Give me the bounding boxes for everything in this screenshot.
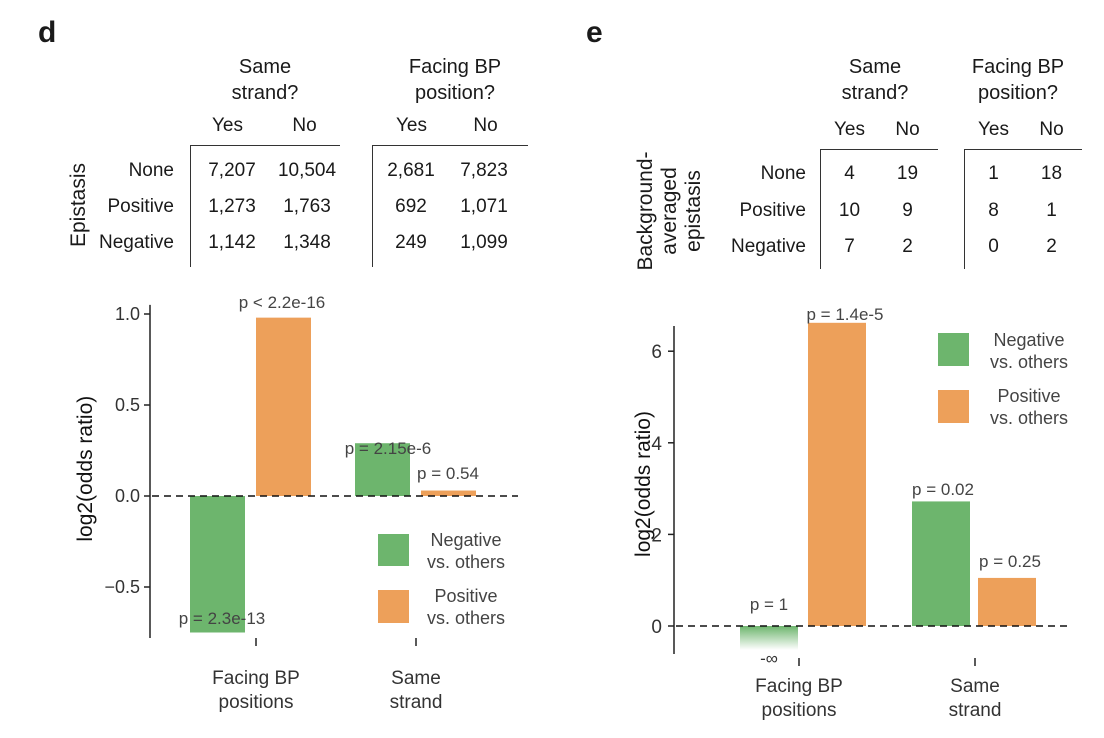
d-row-none: None bbox=[128, 160, 174, 181]
e-cell-none-no1: 19 bbox=[896, 163, 919, 184]
pvalue-label: p < 2.2e-16 bbox=[239, 293, 326, 312]
pvalue-label: p = 0.54 bbox=[417, 464, 479, 483]
e-cell-pos-no1: 9 bbox=[902, 200, 913, 221]
neg-infinity-label: -∞ bbox=[760, 649, 778, 668]
e-cell-none-yes1: 4 bbox=[844, 163, 855, 184]
y-axis-label: log2(odds ratio) bbox=[74, 396, 97, 542]
y-tick-label: 0.0 bbox=[115, 486, 140, 506]
d-table-rule-1 bbox=[190, 145, 340, 147]
e-table-divider-2 bbox=[964, 149, 966, 269]
e-cell-neg-no1: 2 bbox=[902, 236, 913, 257]
legend-label-negative: Negative vs. others bbox=[990, 330, 1068, 372]
x-tick-label: Same strand bbox=[949, 676, 1002, 721]
d-col-yes-2: Yes bbox=[396, 115, 427, 136]
d-header-facing-bp: Facing BP position? bbox=[408, 56, 502, 104]
bar-positive bbox=[256, 317, 311, 496]
pvalue-label: p = 2.3e-13 bbox=[179, 609, 266, 628]
e-background-label-2: averaged bbox=[658, 167, 681, 255]
e-col-yes-1: Yes bbox=[834, 119, 865, 140]
e-table-rule-1 bbox=[820, 149, 938, 151]
d-cell-neg-yes2: 249 bbox=[395, 232, 427, 253]
e-cell-neg-yes1: 7 bbox=[844, 236, 855, 257]
y-tick-label: −0.5 bbox=[104, 577, 140, 597]
bar-negative bbox=[190, 496, 245, 633]
e-row-positive: Positive bbox=[739, 200, 806, 221]
d-cell-none-no2: 7,823 bbox=[460, 160, 508, 181]
d-row-negative: Negative bbox=[99, 232, 174, 253]
legend-label-positive: Positive vs. others bbox=[427, 586, 505, 628]
d-cell-pos-no2: 1,071 bbox=[460, 196, 508, 217]
d-cell-pos-yes2: 692 bbox=[395, 196, 427, 217]
legend-swatch-positive bbox=[938, 390, 969, 423]
legend-label-positive: Positive vs. others bbox=[990, 386, 1068, 428]
e-header-facing-bp: Facing BP position? bbox=[971, 56, 1065, 104]
x-tick-label: Same strand bbox=[390, 668, 443, 713]
d-col-no-1: No bbox=[292, 115, 317, 136]
pvalue-label: p = 1.4e-5 bbox=[806, 305, 883, 324]
bar-positive bbox=[421, 490, 476, 496]
pvalue-label: p = 1 bbox=[750, 595, 788, 614]
x-tick-label: Facing BP positions bbox=[212, 668, 300, 713]
e-cell-pos-yes2: 8 bbox=[988, 200, 999, 221]
d-cell-pos-yes1: 1,273 bbox=[208, 196, 256, 217]
y-tick-label: 6 bbox=[651, 342, 662, 363]
e-cell-none-yes2: 1 bbox=[988, 163, 999, 184]
bar-positive bbox=[808, 322, 866, 626]
legend-label-negative: Negative vs. others bbox=[427, 530, 505, 572]
e-col-no-1: No bbox=[895, 119, 920, 140]
d-cell-none-no1: 10,504 bbox=[277, 160, 337, 181]
legend-swatch-negative bbox=[938, 333, 969, 366]
panel-d-label: d bbox=[38, 16, 57, 49]
e-background-label-1: Background- bbox=[634, 151, 657, 271]
d-cell-neg-no1: 1,348 bbox=[283, 232, 331, 253]
x-tick-label: Facing BP positions bbox=[755, 676, 843, 721]
e-cell-pos-no2: 1 bbox=[1046, 200, 1057, 221]
y-axis-label: log2(odds ratio) bbox=[632, 411, 655, 557]
e-cell-neg-yes2: 0 bbox=[988, 236, 999, 257]
d-cell-none-yes2: 2,681 bbox=[387, 160, 435, 181]
y-tick-label: 0.5 bbox=[115, 395, 140, 415]
e-col-yes-2: Yes bbox=[978, 119, 1009, 140]
e-cell-pos-yes1: 10 bbox=[838, 200, 861, 221]
d-cell-pos-no1: 1,763 bbox=[283, 196, 331, 217]
d-cell-neg-no2: 1,099 bbox=[460, 232, 508, 253]
d-table-divider-1 bbox=[190, 145, 192, 267]
legend-swatch-positive bbox=[378, 590, 409, 623]
d-table-divider-2 bbox=[372, 145, 374, 267]
d-col-yes-1: Yes bbox=[212, 115, 243, 136]
y-tick-label: 2 bbox=[651, 525, 662, 546]
bar-negative-infinite bbox=[740, 626, 798, 650]
pvalue-label: p = 0.25 bbox=[979, 552, 1041, 571]
d-cell-neg-yes1: 1,142 bbox=[208, 232, 256, 253]
bar-positive bbox=[978, 577, 1036, 626]
e-header-same-strand: Same strand? bbox=[841, 56, 909, 104]
e-cell-none-no2: 18 bbox=[1040, 163, 1063, 184]
y-tick-label: 4 bbox=[651, 434, 662, 455]
bar-negative bbox=[912, 501, 970, 626]
y-tick-label: 1.0 bbox=[115, 304, 140, 324]
d-table-rule-2 bbox=[372, 145, 528, 147]
e-row-none: None bbox=[760, 163, 806, 184]
legend-swatch-negative bbox=[378, 534, 409, 566]
pvalue-label: p = 2.15e-6 bbox=[345, 439, 432, 458]
d-header-same-strand: Same strand? bbox=[231, 56, 299, 104]
e-row-negative: Negative bbox=[731, 236, 806, 257]
e-cell-neg-no2: 2 bbox=[1046, 236, 1057, 257]
e-table-divider-1 bbox=[820, 149, 822, 269]
e-col-no-2: No bbox=[1039, 119, 1064, 140]
e-table-rule-2 bbox=[964, 149, 1082, 151]
panel-e-label: e bbox=[586, 16, 603, 49]
chart-e: 6 4 2 0 log2(odds ratio) Facing BP positions Sa… bbox=[632, 305, 1070, 721]
d-row-positive: Positive bbox=[107, 196, 174, 217]
d-cell-none-yes1: 7,207 bbox=[208, 160, 256, 181]
y-tick-label: 0 bbox=[651, 617, 662, 638]
chart-d: 1.0 0.5 0.0 −0.5 log2(odds ratio) Facing BP po… bbox=[74, 293, 518, 713]
pvalue-label: p = 0.02 bbox=[912, 480, 974, 499]
d-col-no-2: No bbox=[473, 115, 498, 136]
bar-negative bbox=[355, 443, 410, 496]
